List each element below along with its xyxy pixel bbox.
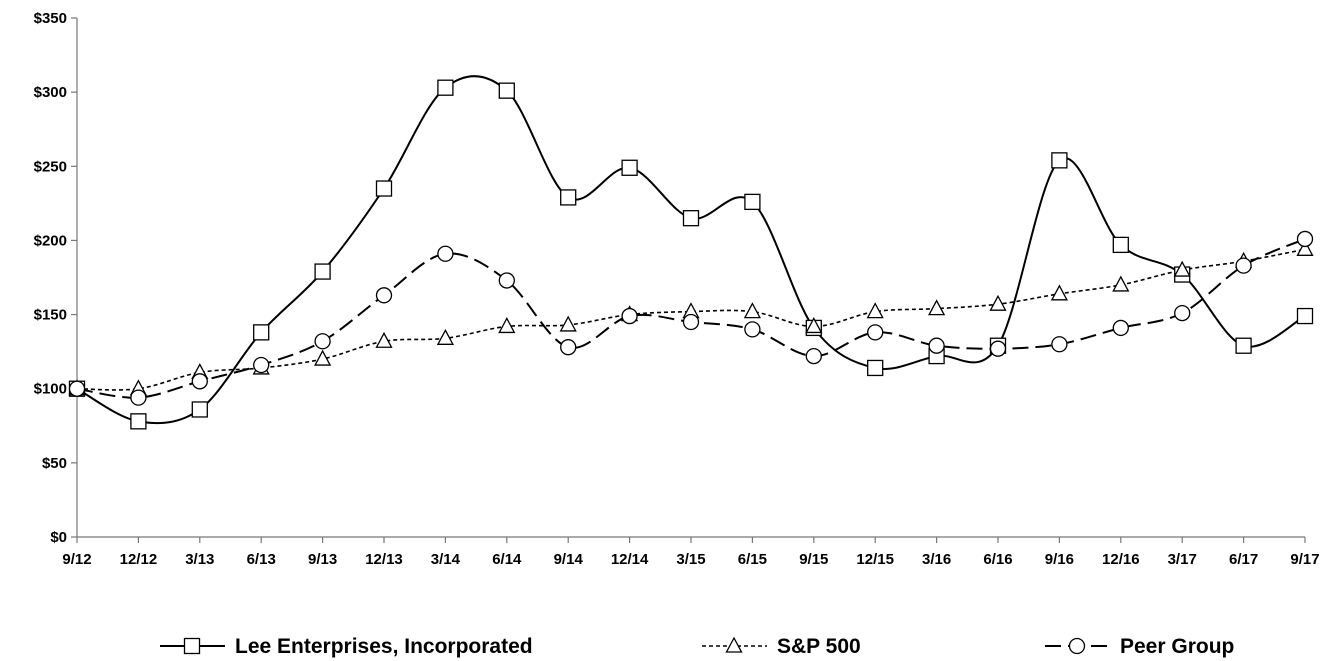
data-point-square [437,79,454,96]
data-point-circle [191,373,208,390]
data-point-square [498,82,515,99]
data-point-triangle [1050,284,1068,301]
data-point-triangle [805,317,823,334]
data-point-circle [498,272,515,289]
data-point-circle [437,245,454,262]
data-point-square [314,263,331,280]
data-point-square [744,193,761,211]
y-tick-label: $150 [34,307,67,324]
x-tick-label: 9/16 [1045,551,1074,568]
x-tick-label: 6/17 [1229,551,1258,568]
data-point-circle [375,287,393,304]
data-point-square [682,210,700,227]
y-tick-label: $350 [34,10,67,27]
data-point-circle [1051,336,1068,353]
data-point-circle [560,339,577,356]
series-points-lee-enterprises-incorporated [68,79,1314,430]
data-point-triangle [1173,260,1191,277]
x-tick-label: 6/15 [738,551,767,568]
x-tick-label: 12/13 [365,551,403,568]
data-point-square [1051,152,1068,169]
legend-marker-circle [1068,637,1086,655]
data-point-circle [253,356,270,374]
legend-marker-square [183,637,201,655]
y-tick-label: $100 [34,381,67,398]
data-point-square [1112,236,1129,254]
x-axis: 9/12 12/12 3/13 6/13 9/13 12/13 3/14 6/14 9/14 12… [62,536,1320,568]
x-tick-label: 3/13 [185,551,214,568]
y-tick-label: $200 [34,232,67,249]
legend-marker-triangle [725,636,743,653]
x-tick-label: 3/15 [676,551,705,568]
y-tick-label: $50 [42,455,67,472]
data-point-square [560,189,577,206]
data-point-circle [867,324,884,341]
x-tick-label: 9/17 [1290,551,1319,568]
data-point-triangle [436,328,454,345]
y-tick-label: $0 [50,529,67,546]
data-point-square [375,180,393,197]
data-point-circle [805,347,822,365]
y-tick-label: $300 [34,84,67,101]
legend-item-lee-enterprises-incorporated: Lee Enterprises, Incorporated [160,635,533,658]
data-point-circle [621,307,638,325]
data-point-circle [68,380,86,397]
x-tick-label: 9/12 [62,551,91,568]
data-point-circle [928,337,945,354]
x-tick-label: 12/14 [611,551,649,568]
data-point-circle [744,321,761,338]
x-tick-label: 3/16 [922,551,951,568]
data-point-square [191,401,208,418]
data-point-triangle [1296,239,1314,256]
data-point-triangle [743,302,761,319]
data-point-triangle [928,299,946,316]
data-point-circle [989,340,1007,357]
data-point-triangle [559,315,577,332]
data-point-circle [314,333,331,350]
data-point-triangle [314,349,332,366]
x-tick-label: 9/13 [308,551,337,568]
data-point-square [130,413,147,430]
series-points-peer-group [68,230,1314,406]
x-tick-label: 12/15 [856,551,894,568]
legend-item-peer-group: Peer Group [1045,635,1234,658]
data-point-square [253,324,270,341]
x-tick-label: 3/14 [431,551,461,568]
data-point-circle [682,313,700,331]
data-point-square [867,359,884,377]
legend-item-s-p-500: S&P 500 [702,635,861,658]
data-point-circle [1174,304,1191,322]
x-tick-label: 9/15 [799,551,828,568]
legend-label: Peer Group [1120,635,1234,658]
legend-label: S&P 500 [777,635,861,658]
legend-label: Lee Enterprises, Incorporated [235,635,533,658]
y-tick-label: $250 [34,158,67,175]
x-tick-label: 3/17 [1168,551,1197,568]
data-point-square [621,159,638,176]
data-point-triangle [1112,275,1130,292]
data-point-circle [1296,230,1314,248]
data-point-circle [1112,319,1129,337]
data-point-triangle [866,302,884,319]
x-tick-label: 6/14 [492,551,522,568]
data-point-circle [1235,257,1252,274]
legend: Lee Enterprises, Incorporated S&P 500 Peer… [160,635,1234,658]
data-point-triangle [375,331,393,348]
y-axis: $0 $50 $100 $150 $200 $250 $300 $350 [34,10,78,546]
data-point-circle [130,389,147,406]
series-layer [68,75,1314,430]
data-point-square [1235,337,1252,354]
x-tick-label: 6/13 [247,551,276,568]
x-tick-label: 12/16 [1102,551,1140,568]
x-tick-label: 9/14 [554,551,584,568]
x-tick-label: 6/16 [983,551,1012,568]
data-point-triangle [989,294,1007,311]
x-tick-label: 12/12 [120,551,158,568]
data-point-triangle [498,317,516,334]
data-point-square [1296,307,1314,325]
